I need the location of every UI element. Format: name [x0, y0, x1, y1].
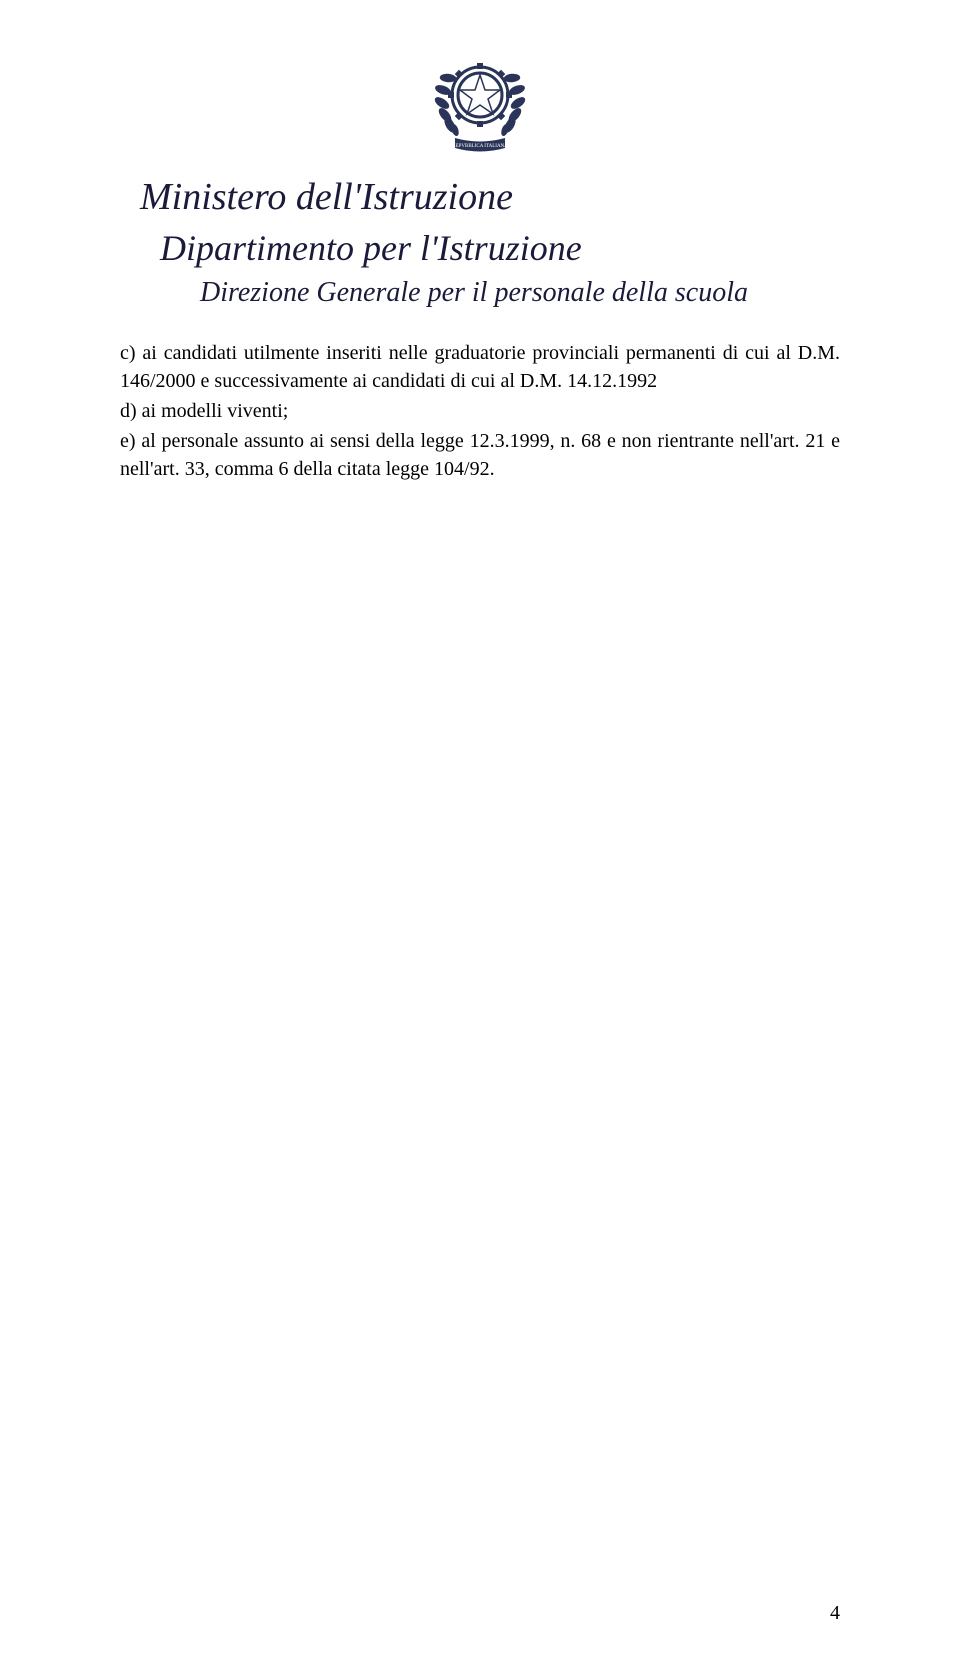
department-title: Dipartimento per l'Istruzione — [160, 227, 840, 269]
ministry-title: Ministero dell'Istruzione — [140, 175, 840, 219]
italian-republic-emblem: REPVBBLICA ITALIANA — [120, 40, 840, 165]
body-line-c: c) ai candidati utilmente inseriti nelle… — [120, 339, 840, 395]
page-number: 4 — [830, 1602, 840, 1625]
emblem-icon: REPVBBLICA ITALIANA — [420, 40, 540, 160]
document-body: c) ai candidati utilmente inseriti nelle… — [120, 339, 840, 483]
direction-title: Direzione Generale per il personale dell… — [200, 277, 840, 309]
svg-text:REPVBBLICA ITALIANA: REPVBBLICA ITALIANA — [452, 144, 508, 149]
body-line-e: e) al personale assunto ai sensi della l… — [120, 427, 840, 483]
document-page: REPVBBLICA ITALIANA Ministero dell'Istru… — [0, 0, 960, 1665]
body-line-d: d) ai modelli viventi; — [120, 397, 840, 425]
